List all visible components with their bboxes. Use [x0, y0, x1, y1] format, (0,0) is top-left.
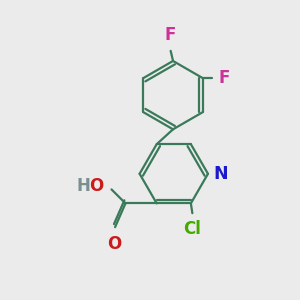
Text: N: N — [213, 165, 228, 183]
Text: O: O — [89, 176, 104, 194]
Text: F: F — [164, 26, 176, 44]
Text: H: H — [77, 176, 91, 194]
Text: Cl: Cl — [183, 220, 201, 238]
Text: F: F — [218, 69, 230, 87]
Text: O: O — [107, 236, 122, 253]
